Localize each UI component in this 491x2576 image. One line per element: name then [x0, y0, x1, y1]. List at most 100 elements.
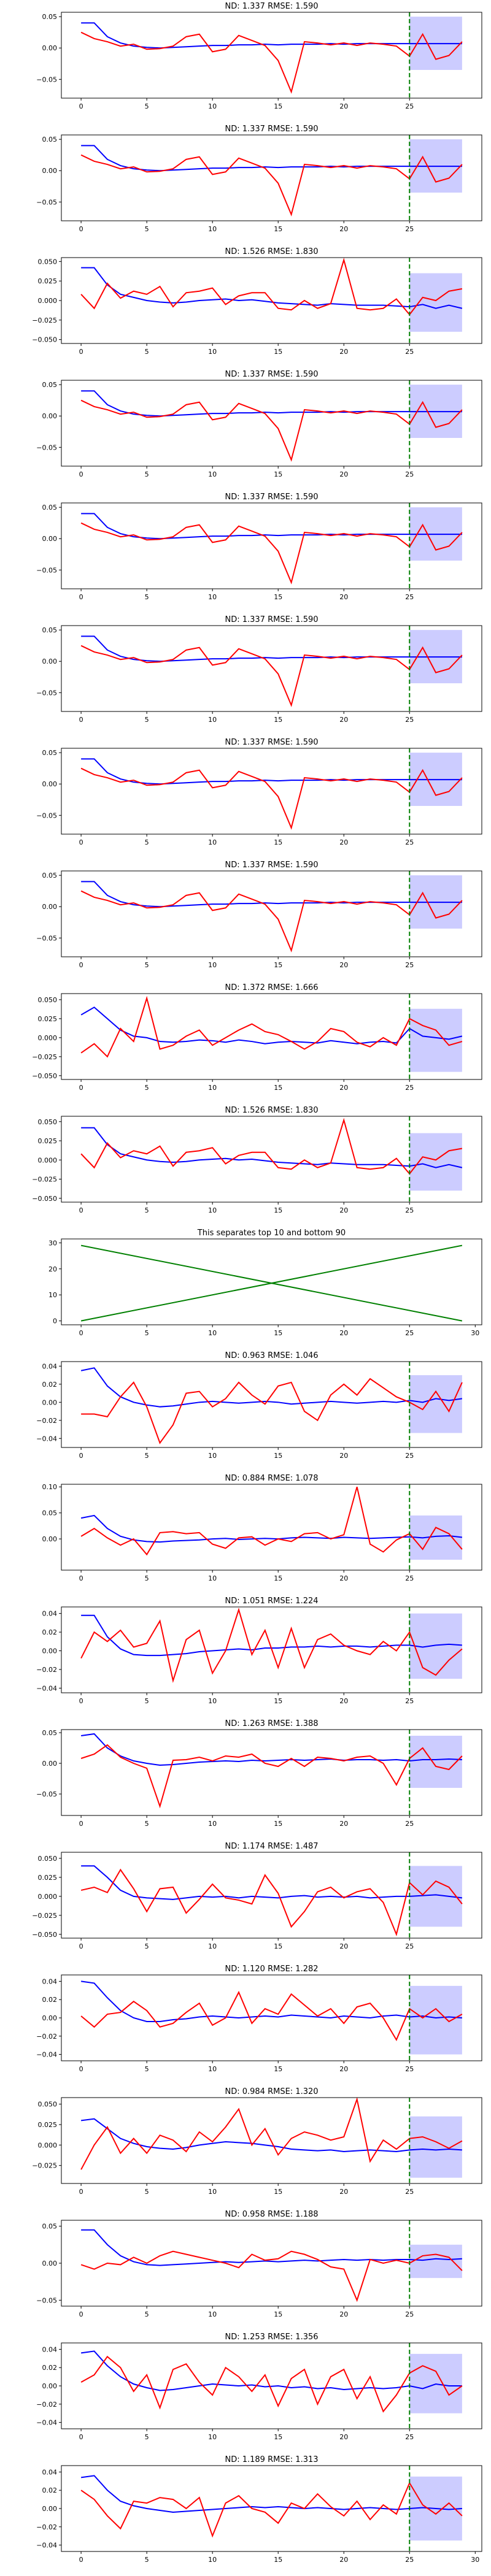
chart-panel: This separates top 10 and bottom 90 0 5 10 1… — [48, 1229, 482, 1337]
chart-panel: ND: 1.189 RMSE: 1.313 0 5 10 15 20 25 30 0.04 0.0… — [36, 2455, 482, 2564]
chart-title: ND: 0.984 RMSE: 1.320 — [225, 2087, 318, 2096]
x-tick-label: 0 — [79, 1206, 83, 1214]
x-tick-label: 0 — [79, 1697, 83, 1705]
series-line-0 — [81, 513, 462, 540]
x-tick-label: 25 — [405, 102, 414, 110]
x-tick-label: 25 — [405, 1452, 414, 1460]
axes-frame — [61, 1484, 482, 1571]
x-tick-label: 25 — [405, 1206, 414, 1214]
x-tick-label: 10 — [208, 1942, 217, 1950]
x-tick-label: 10 — [208, 716, 217, 724]
y-tick-label: −0.025 — [32, 316, 57, 324]
x-tick-label: 15 — [274, 2310, 282, 2318]
y-tick-label: −0.02 — [36, 1417, 57, 1425]
y-tick-label: 0.050 — [38, 1118, 58, 1126]
x-tick-label: 20 — [339, 593, 348, 601]
series-line-1 — [80, 399, 463, 462]
chart-title: ND: 1.526 RMSE: 1.830 — [225, 1106, 318, 1115]
x-tick-label: 20 — [339, 225, 348, 233]
x-tick-label: 25 — [405, 961, 414, 969]
x-tick-label: 5 — [145, 838, 149, 846]
axes-frame — [61, 1361, 482, 1448]
x-tick-label: 20 — [339, 2188, 348, 2196]
y-tick-label: 0.025 — [38, 1137, 58, 1145]
x-tick-label: 15 — [274, 1820, 282, 1828]
x-tick-label: 20 — [339, 2065, 348, 2073]
y-tick-label: 0.00 — [42, 903, 58, 911]
chart-panel: ND: 1.372 RMSE: 1.666 0 5 10 15 20 25 0.050 0.02… — [32, 983, 482, 1092]
x-tick-label: 20 — [339, 1206, 348, 1214]
x-tick-label: 30 — [471, 1329, 479, 1337]
x-tick-label: 15 — [274, 1452, 282, 1460]
chart-panel: ND: 1.120 RMSE: 1.282 0 5 10 15 20 25 0.04 0.02 0… — [36, 1965, 482, 2073]
axes-frame — [61, 380, 482, 467]
x-tick-label: 20 — [339, 1084, 348, 1092]
chart-title: ND: 1.337 RMSE: 1.590 — [225, 615, 318, 624]
chart-panel: ND: 1.337 RMSE: 1.590 0 5 10 15 20 25 0.05 0.00 −… — [36, 861, 482, 969]
x-tick-label: 15 — [274, 2065, 282, 2073]
chart-title: ND: 1.526 RMSE: 1.830 — [225, 247, 318, 256]
x-tick-label: 5 — [145, 1206, 149, 1214]
chart-title: ND: 1.337 RMSE: 1.590 — [225, 370, 318, 379]
series-line-0 — [81, 1127, 463, 1168]
x-tick-label: 15 — [274, 1697, 282, 1705]
x-tick-label: 0 — [79, 1942, 83, 1950]
y-tick-label: 0.00 — [42, 657, 58, 665]
x-tick-label: 10 — [208, 838, 217, 846]
chart-panel: ND: 1.337 RMSE: 1.590 0 5 10 15 20 25 0.05 0.00 −… — [36, 125, 482, 233]
y-tick-label: 0.00 — [42, 780, 58, 788]
y-tick-label: 0.050 — [38, 258, 58, 266]
series-line-1 — [80, 1117, 463, 1175]
axes-frame — [61, 748, 482, 835]
x-tick-label: 10 — [208, 102, 217, 110]
x-tick-label: 10 — [208, 2065, 217, 2073]
y-tick-label: 0.00 — [42, 2505, 58, 2513]
y-tick-label: 0.10 — [42, 1483, 58, 1491]
y-tick-label: 0.000 — [38, 1034, 58, 1042]
x-tick-label: 20 — [339, 1697, 348, 1705]
series-line-1 — [80, 890, 463, 953]
series-line-0 — [80, 1980, 462, 2022]
x-tick-label: 5 — [145, 1452, 149, 1460]
x-tick-label: 5 — [145, 348, 149, 356]
confidence-band — [409, 1133, 462, 1191]
axes-frame — [61, 1852, 482, 1939]
series-line-0 — [81, 267, 463, 309]
chart-panel: ND: 1.263 RMSE: 1.388 0 5 10 15 20 25 0.05 0.00 −… — [36, 1719, 482, 1828]
axes-frame — [61, 870, 482, 957]
x-tick-label: 5 — [145, 1574, 149, 1582]
x-tick-label: 5 — [145, 2433, 149, 2441]
chart-panel: ND: 0.958 RMSE: 1.188 0 5 10 15 20 25 0.05 0.00 −… — [36, 2210, 482, 2318]
x-tick-label: 0 — [79, 2433, 83, 2441]
x-tick-label: 10 — [208, 225, 217, 233]
x-tick-label: 15 — [274, 348, 282, 356]
x-tick-label: 5 — [145, 2188, 149, 2196]
chart-title: ND: 1.337 RMSE: 1.590 — [225, 738, 318, 747]
x-tick-label: 10 — [208, 2433, 217, 2441]
axes-frame — [61, 625, 482, 712]
x-tick-label: 25 — [405, 1697, 414, 1705]
chart-panel: ND: 0.884 RMSE: 1.078 0 5 10 15 20 25 0.10 0.05 0… — [42, 1474, 482, 1582]
x-tick-label: 10 — [208, 470, 217, 478]
x-tick-label: 10 — [208, 2556, 217, 2564]
x-tick-label: 0 — [79, 716, 83, 724]
series-line-0 — [81, 390, 462, 417]
confidence-band — [409, 1375, 462, 1433]
y-tick-label: 0.00 — [42, 1398, 58, 1406]
x-tick-label: 15 — [274, 2188, 282, 2196]
x-tick-label: 20 — [339, 1452, 348, 1460]
y-tick-label: 0.00 — [42, 1647, 58, 1655]
axes-frame — [61, 1238, 482, 1325]
y-tick-label: 0.050 — [38, 1855, 58, 1863]
chart-panel: ND: 1.253 RMSE: 1.356 0 5 10 15 20 25 0.04 0.02 0… — [36, 2333, 482, 2441]
y-tick-label: −0.05 — [36, 1790, 57, 1798]
series-line-1 — [80, 1486, 463, 1556]
chart-title: This separates top 10 and bottom 90 — [197, 1229, 346, 1238]
x-tick-label: 15 — [274, 716, 282, 724]
x-tick-label: 5 — [145, 593, 149, 601]
y-tick-label: −0.04 — [36, 2542, 57, 2550]
y-tick-label: 0 — [53, 1317, 57, 1325]
chart-panel: ND: 1.174 RMSE: 1.487 0 5 10 15 20 25 0.050 0.02… — [32, 1842, 482, 1950]
x-tick-label: 5 — [145, 1697, 149, 1705]
x-tick-label: 20 — [339, 1329, 348, 1337]
